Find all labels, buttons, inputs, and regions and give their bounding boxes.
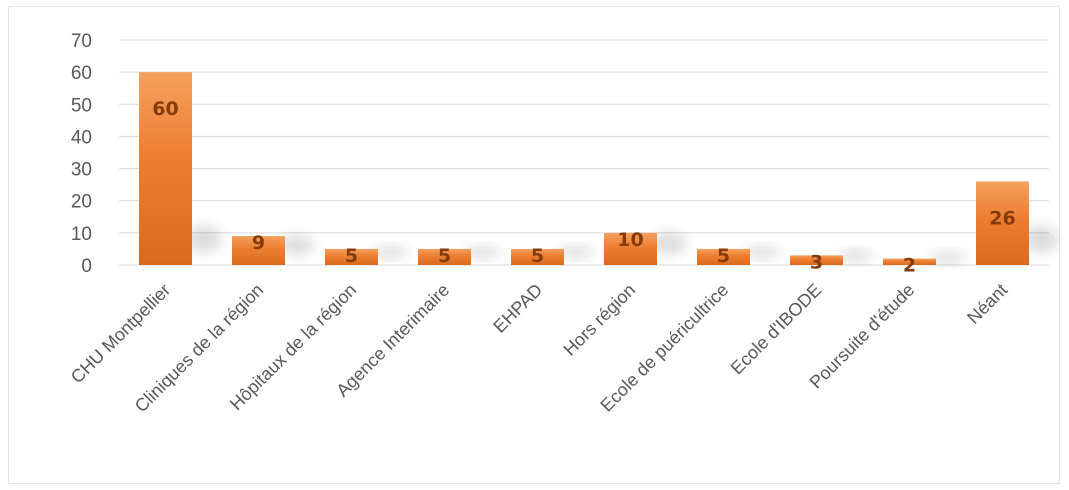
y-tick-label: 0 xyxy=(81,256,92,277)
bar-5 xyxy=(604,232,657,265)
data-labels: 60 9 5 5 5 10 5 3 2 26 xyxy=(152,98,1015,276)
y-tick-label: 20 xyxy=(71,192,92,213)
bars xyxy=(139,72,1029,266)
bar-4 xyxy=(511,248,564,265)
bar-2 xyxy=(325,248,378,265)
y-tick-label: 60 xyxy=(71,63,92,84)
bar-shadow xyxy=(465,246,501,259)
bar-shadows xyxy=(186,225,1059,264)
x-tick-label: EHPAD xyxy=(489,280,546,337)
data-label: 3 xyxy=(810,251,823,273)
data-label: 9 xyxy=(252,232,265,254)
bar-0 xyxy=(139,72,192,266)
bar-6 xyxy=(697,248,750,265)
bar-shadow xyxy=(837,249,873,262)
bar-shadow xyxy=(744,246,780,259)
x-tick-label: Ecole d'IBODE xyxy=(727,280,826,379)
bar-8 xyxy=(883,258,936,265)
y-tick-label: 30 xyxy=(71,160,92,181)
bar-9 xyxy=(976,181,1029,265)
x-tick-label: Néant xyxy=(963,280,1011,328)
data-label: 26 xyxy=(989,207,1015,229)
data-label: 5 xyxy=(438,245,451,267)
bar-chart: 0 10 20 30 40 50 60 70 60 9 5 5 5 10 5 3 2 26 CHU Montpe… xyxy=(67,31,1059,417)
y-axis-ticks: 0 10 20 30 40 50 60 70 xyxy=(71,31,92,277)
bar-7 xyxy=(790,255,843,265)
bar-3 xyxy=(418,248,471,265)
bar-1 xyxy=(232,236,285,265)
bar-shadow xyxy=(930,251,966,264)
chart-frame: 0 10 20 30 40 50 60 70 60 9 5 5 5 10 5 3 2 26 CHU Montpe… xyxy=(8,6,1060,484)
x-tick-label: Hors région xyxy=(559,280,639,360)
bar-shadow xyxy=(1023,225,1059,253)
bar-shadow xyxy=(651,232,687,255)
data-label: 60 xyxy=(152,98,178,120)
bar-shadow xyxy=(186,225,222,253)
data-label: 5 xyxy=(531,245,544,267)
y-tick-label: 10 xyxy=(71,224,92,245)
y-tick-label: 40 xyxy=(71,127,92,148)
bar-shadow xyxy=(558,246,594,259)
y-tick-label: 70 xyxy=(71,31,92,52)
bar-shadow xyxy=(372,246,408,259)
x-tick-label: CHU Montpellier xyxy=(67,280,175,388)
bar-shadow xyxy=(279,234,315,256)
data-label: 5 xyxy=(717,245,730,267)
y-tick-label: 50 xyxy=(71,95,92,116)
data-label: 10 xyxy=(617,229,643,251)
data-label: 2 xyxy=(903,255,916,277)
data-label: 5 xyxy=(345,245,358,267)
gridlines xyxy=(119,39,1049,266)
